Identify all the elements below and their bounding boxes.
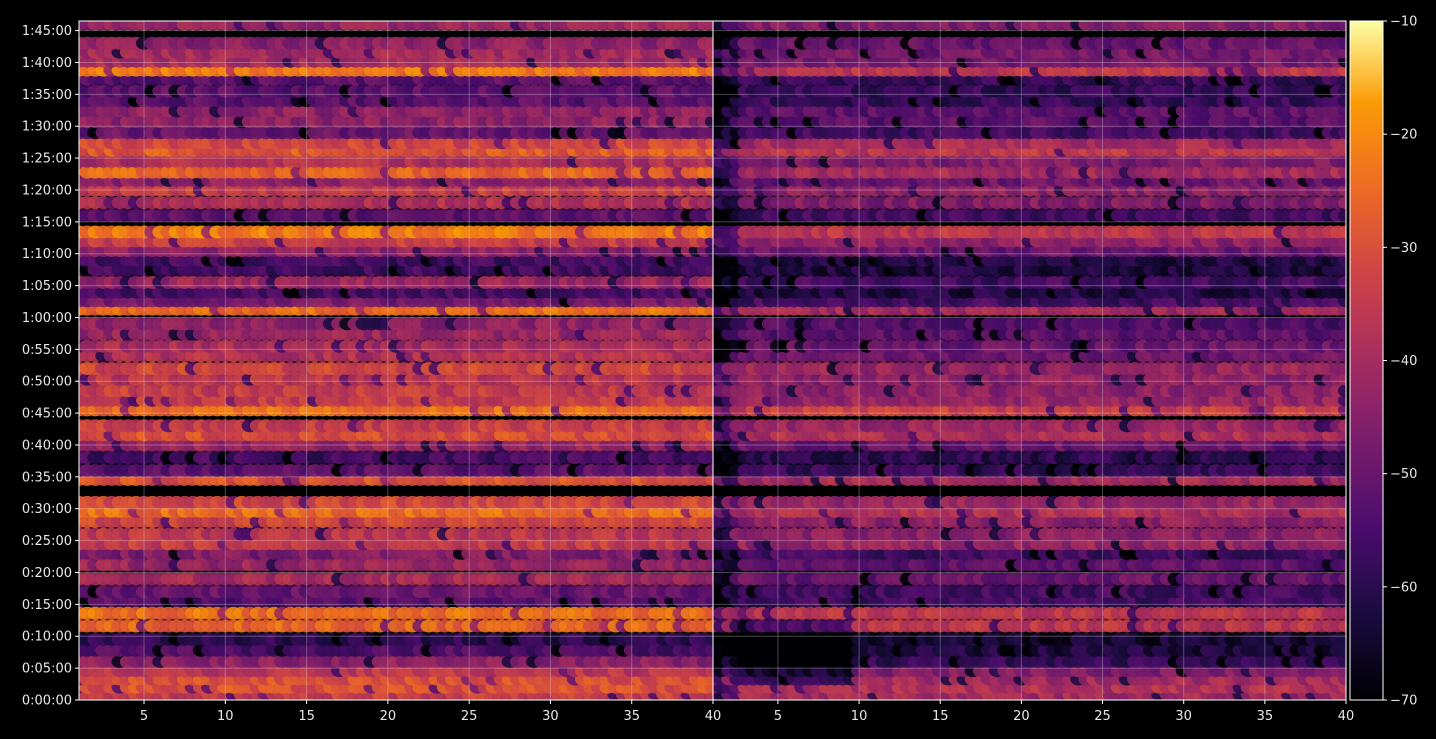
heatmap-cell xyxy=(705,209,713,222)
heatmap-cell xyxy=(705,419,713,433)
heatmap-cell xyxy=(705,104,713,118)
heatmap-cell xyxy=(705,619,713,633)
heatmap-cell xyxy=(705,94,713,108)
heatmap-cell xyxy=(705,537,713,551)
heatmap-cell xyxy=(705,643,713,657)
heatmap-cell xyxy=(705,558,713,572)
heatmap-cell xyxy=(705,384,713,398)
heatmap-cell xyxy=(705,327,713,341)
heatmap-cell xyxy=(705,572,713,586)
heatmap-cell xyxy=(705,84,713,98)
heatmap-cell xyxy=(705,115,713,129)
heatmap-cell xyxy=(705,632,713,646)
heatmap-cell xyxy=(705,451,713,465)
heatmap-cell xyxy=(705,585,713,599)
heatmap-cell xyxy=(705,154,713,168)
heatmap-cell xyxy=(705,196,713,210)
heatmap-cell xyxy=(705,546,713,560)
heatmap-cell xyxy=(705,183,713,197)
panel-left-cells xyxy=(79,21,713,700)
heatmap-cell xyxy=(705,464,713,477)
heatmap-cell xyxy=(705,126,713,140)
heatmap-cell xyxy=(705,527,713,541)
panel-right-cells xyxy=(713,21,1346,700)
heatmap-cell xyxy=(705,495,713,509)
heatmap-cell xyxy=(705,372,713,386)
heatmap-cell xyxy=(705,165,713,179)
heatmap-cell xyxy=(705,275,713,289)
heatmap-cell xyxy=(705,438,713,452)
heatmap-cell xyxy=(705,285,713,299)
heatmap-cell xyxy=(705,339,713,353)
heatmap-cell xyxy=(705,21,713,31)
heatmap-cell xyxy=(705,317,713,331)
heatmap-cell xyxy=(705,136,713,150)
heatmap-cell xyxy=(705,36,713,50)
heatmap-cell xyxy=(705,362,713,375)
heatmap-cell xyxy=(705,606,713,620)
heatmap-cell xyxy=(705,253,713,267)
heatmap-cell xyxy=(705,403,713,417)
heatmap-cell xyxy=(705,655,713,669)
heatmap-cell xyxy=(705,515,713,528)
heatmap-cell xyxy=(705,225,713,239)
